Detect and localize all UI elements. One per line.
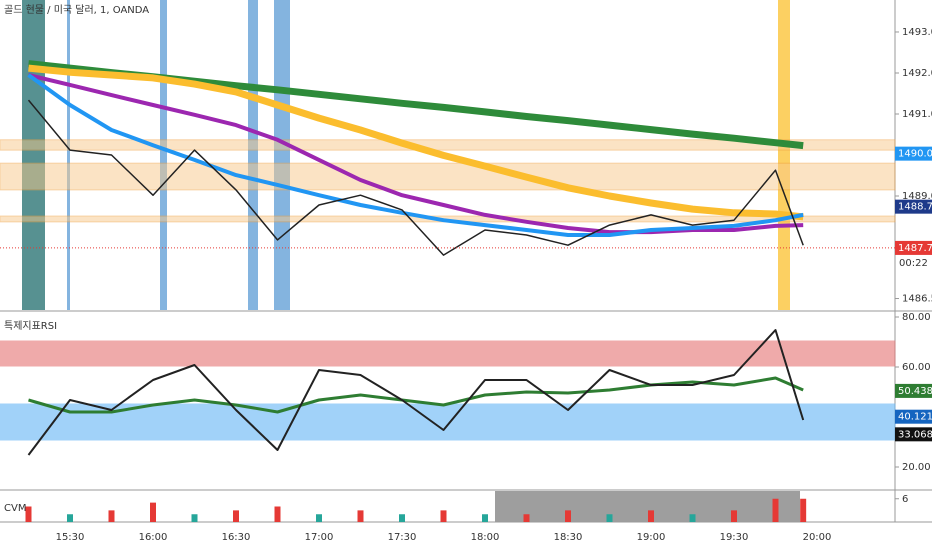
volume-bar [648, 510, 654, 522]
y-tick-label: 6 [902, 494, 908, 505]
y-tick-label: 1491.000 [902, 109, 932, 120]
series-line [27, 99, 804, 256]
x-tick-label: 19:00 [637, 532, 666, 543]
volume-bar [233, 510, 239, 522]
volume-bar [150, 502, 156, 522]
price-label: 50.438 [898, 386, 932, 397]
zone [0, 403, 896, 441]
y-tick-label: 60.00 [902, 362, 931, 373]
series-line [27, 329, 805, 456]
volume-bar [316, 514, 322, 522]
volume-bar [67, 514, 73, 522]
x-tick-label: 17:30 [388, 532, 417, 543]
volume-bar [274, 506, 281, 522]
volume-bar [357, 510, 364, 522]
volume-bar [606, 514, 613, 522]
volume-bar [565, 510, 571, 522]
price-label-bg [895, 409, 932, 424]
y-tick-label: 1489.000 [902, 191, 932, 202]
volume-bar [25, 506, 32, 522]
price-label: 1490.033 [898, 149, 932, 160]
price-label-bg [895, 240, 932, 255]
series-line [27, 73, 804, 237]
volume-bar [482, 514, 488, 522]
volume-shade [495, 491, 800, 522]
x-tick-label: 20:00 [803, 532, 832, 543]
y-tick-label: 80.00 [902, 312, 931, 323]
panel-title: CVM [4, 503, 26, 514]
zone [0, 139, 896, 151]
volume-bar [399, 514, 405, 522]
x-tick-label: 17:00 [305, 532, 334, 543]
y-tick-label: 20.00 [902, 462, 931, 473]
x-tick-label: 16:00 [139, 532, 168, 543]
x-tick-label: 18:30 [554, 532, 583, 543]
series-line [28, 73, 804, 235]
price-label: 33.068 [898, 429, 932, 440]
volume-bar [191, 514, 198, 522]
x-tick-label: 19:30 [720, 532, 749, 543]
price-label-bg [895, 427, 932, 442]
panel-title: 특제지표RSI [4, 320, 57, 332]
price-label: 40.121 [898, 412, 932, 423]
chart-title: 골드 현물 / 미국 달러, 1, OANDA [4, 4, 149, 16]
volume-bar [689, 514, 696, 522]
zone [0, 162, 896, 191]
x-tick-label: 16:30 [222, 532, 251, 543]
y-tick-label: 1492.000 [902, 68, 932, 79]
price-label: 1487.734 [898, 243, 932, 254]
price-label-bg [895, 383, 932, 398]
y-tick-label: 1493.000 [902, 27, 932, 38]
volume-bar [731, 510, 737, 522]
volume-bar [440, 510, 447, 522]
volume-bar [108, 510, 115, 522]
x-tick-label: 18:00 [471, 532, 500, 543]
x-tick-label: 15:30 [56, 532, 85, 543]
countdown: 00:22 [899, 258, 928, 269]
volume-bar [772, 498, 779, 522]
price-label: 1488.740 [898, 202, 932, 213]
series-line [28, 64, 804, 221]
price-label-bg [895, 199, 932, 214]
series-line [28, 376, 804, 414]
price-label-bg [895, 146, 932, 161]
y-tick-label: 1486.500 [902, 294, 932, 305]
volume-bar [800, 498, 807, 522]
volume-bar [523, 514, 530, 522]
